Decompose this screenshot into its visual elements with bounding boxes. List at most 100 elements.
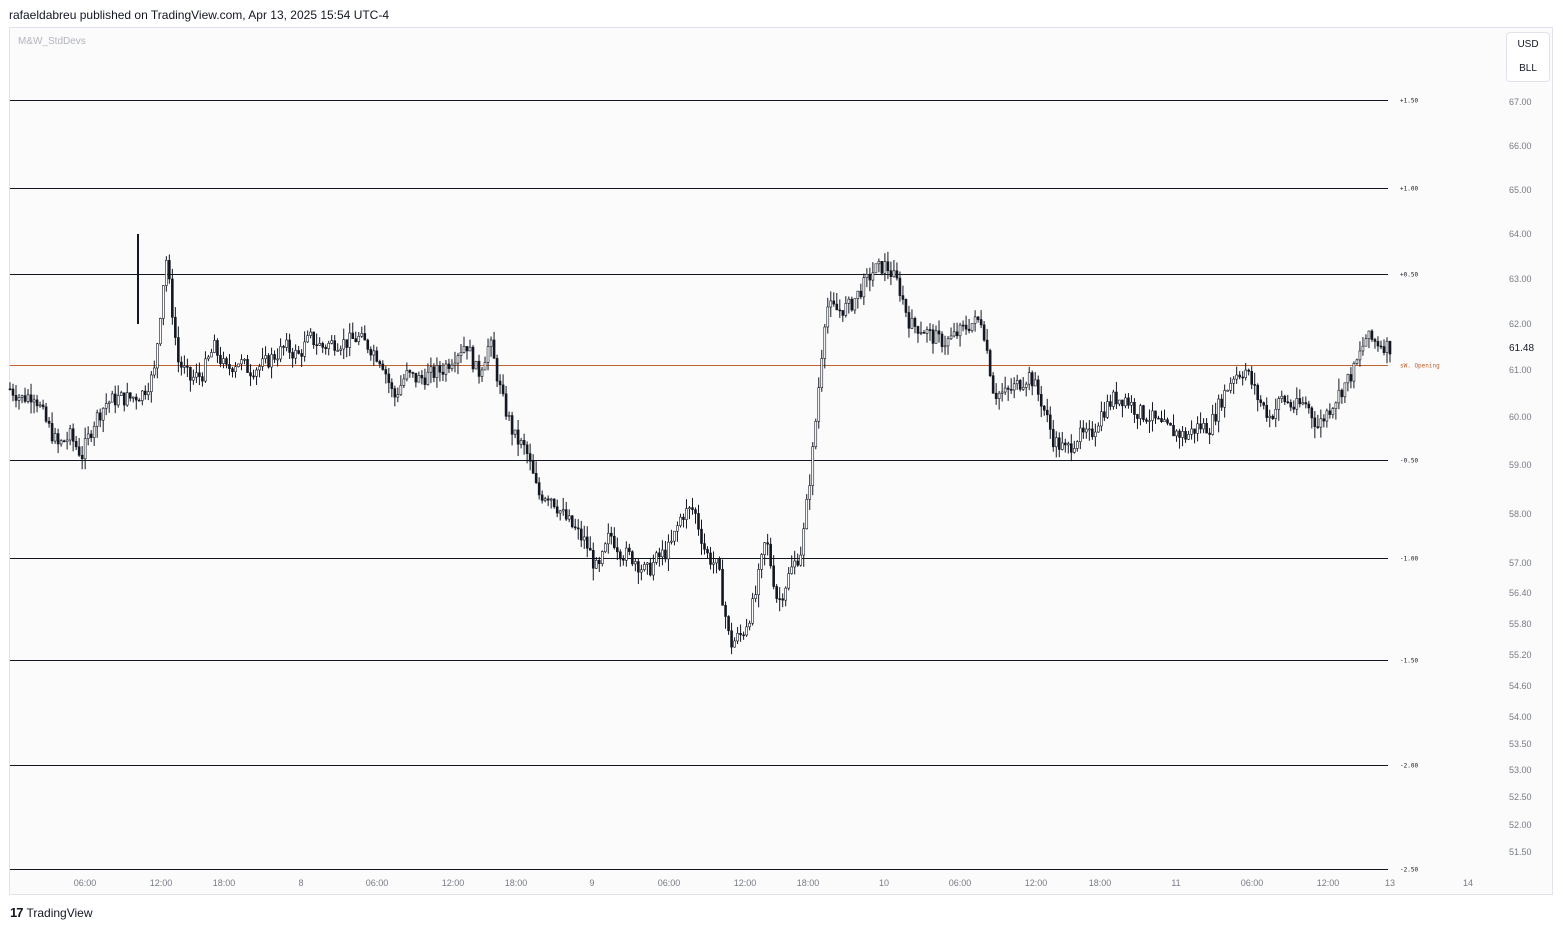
candle-body: [1024, 383, 1028, 388]
candle-body: [137, 399, 141, 402]
candle-body: [1343, 382, 1347, 398]
candle-body: [477, 360, 481, 377]
candle-body: [1157, 417, 1160, 420]
candle-body: [1082, 427, 1085, 433]
candle-body: [745, 626, 748, 636]
candle-body: [913, 318, 917, 327]
candle-body: [483, 361, 487, 371]
candle-body: [8, 388, 12, 391]
candle-body: [1307, 403, 1311, 409]
candle-body: [291, 352, 294, 359]
candle-body: [147, 391, 150, 396]
candle-body: [688, 507, 691, 509]
candle-body: [306, 335, 309, 343]
candle-body: [375, 350, 379, 362]
candle-body: [793, 560, 797, 568]
stddev-level-label: -2.50: [1400, 867, 1418, 874]
candle-body: [772, 565, 775, 587]
candle-body: [712, 562, 715, 565]
candle-body: [967, 328, 971, 331]
candle-body: [1226, 389, 1229, 392]
candle-body: [925, 329, 929, 334]
candle-body: [426, 371, 430, 385]
candle-body: [1091, 428, 1094, 438]
candle-body: [883, 261, 887, 274]
candle-body: [1295, 398, 1299, 410]
candle-body: [474, 360, 478, 370]
stddev-levels: +1.50 +1.00 +0.50 -0.50 -1.00 -1.50 -2.00 -2.50: [10, 98, 1418, 874]
candle-body: [1286, 401, 1290, 404]
candle-body: [1057, 437, 1061, 450]
candle-body: [498, 380, 502, 386]
candle-body: [41, 404, 45, 408]
candle-body: [1109, 401, 1112, 407]
candle-body: [1133, 402, 1136, 415]
candle-body: [1325, 410, 1329, 422]
candle-body: [829, 300, 833, 308]
candle-body: [778, 598, 781, 600]
candle-body: [1172, 425, 1175, 437]
currency-selector[interactable]: USD BLL: [1506, 32, 1550, 82]
candle-body: [1042, 405, 1046, 411]
candle-body: [775, 586, 778, 599]
candle-body: [104, 403, 108, 409]
candle-body: [459, 352, 463, 356]
candle-body: [796, 560, 800, 566]
candle-body: [658, 552, 661, 558]
candle-body: [1271, 415, 1275, 419]
candle-body: [886, 261, 890, 272]
candle-body: [1193, 428, 1196, 434]
candle-body: [279, 346, 282, 360]
indicator-label[interactable]: M&W_StdDevs: [18, 36, 86, 47]
candle-body: [1160, 418, 1163, 422]
candle-body: [552, 498, 556, 508]
candle-body: [495, 358, 499, 382]
currency-primary[interactable]: USD: [1517, 39, 1539, 50]
candle-body: [1337, 389, 1341, 404]
candle-body: [628, 547, 631, 552]
candle-body: [1241, 376, 1244, 379]
candle-body: [676, 525, 679, 532]
candle-body: [513, 429, 517, 435]
opening-line-label: sW. Opening: [1400, 363, 1440, 370]
candle-body: [826, 306, 830, 328]
candle-body: [492, 339, 496, 359]
candle-body: [697, 513, 700, 530]
candle-body: [366, 339, 370, 350]
candle-body: [616, 547, 619, 553]
candle-body: [77, 446, 81, 456]
currency-secondary[interactable]: BLL: [1519, 63, 1537, 74]
candle-body: [447, 363, 451, 369]
candle-body: [525, 444, 529, 454]
candle-body: [970, 323, 974, 331]
price-axis: 67.00 66.00 65.00 64.00 63.00 62.00 61.00 60.00…: [1509, 97, 1534, 857]
candle-body: [724, 605, 727, 617]
candle-body: [976, 316, 980, 320]
price-tick-label: 64.00: [1509, 229, 1532, 239]
candle-body: [649, 562, 652, 576]
candle-body: [561, 509, 565, 512]
candle-body: [904, 299, 908, 313]
candle-body: [940, 333, 944, 347]
candle-body: [1223, 390, 1226, 408]
candle-body: [703, 543, 706, 550]
candle-body: [273, 354, 276, 360]
candle-body: [128, 392, 132, 399]
candle-body: [510, 415, 514, 435]
candle-body: [393, 388, 397, 398]
candle-body: [1298, 398, 1302, 405]
candle-body: [98, 412, 102, 421]
candle-body: [417, 375, 421, 383]
footer-brand[interactable]: 17 TradingView: [10, 905, 93, 920]
candle-body: [378, 361, 382, 365]
candle-body: [95, 412, 99, 427]
candle-body: [619, 551, 622, 560]
candle-body: [907, 312, 911, 329]
candle-body: [89, 433, 93, 439]
candle-body: [300, 353, 303, 357]
candle-body: [567, 515, 571, 520]
candle-body: [928, 329, 932, 331]
candle-body: [1145, 419, 1148, 422]
candle-body: [1373, 339, 1377, 342]
